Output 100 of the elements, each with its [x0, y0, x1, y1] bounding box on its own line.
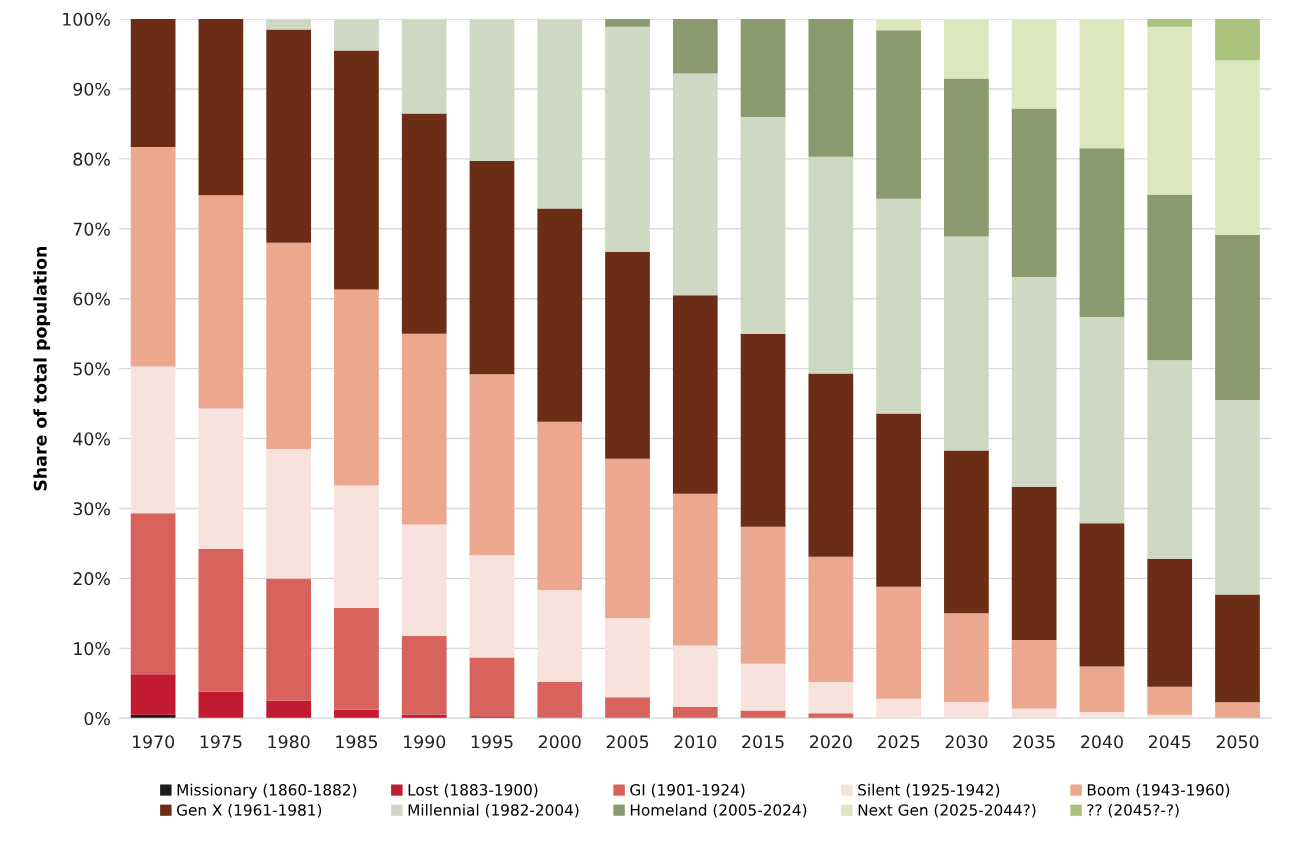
- bar: [401, 19, 447, 114]
- y-tick-label: 90%: [73, 82, 110, 96]
- bar: [401, 635, 447, 715]
- bar: [1079, 148, 1125, 317]
- bar: [605, 618, 650, 698]
- bar: [740, 710, 786, 719]
- bar: [334, 19, 379, 51]
- legend-label: Gen X (1961-1981): [177, 803, 322, 818]
- bar: [198, 691, 244, 719]
- bar: [469, 374, 515, 556]
- legend-label: Lost (1883-1900): [408, 783, 538, 798]
- bar: [334, 50, 379, 290]
- bar: [1215, 19, 1260, 61]
- bar: [1215, 702, 1260, 719]
- bar: [130, 674, 176, 715]
- bar: [130, 146, 176, 367]
- bar: [672, 707, 718, 719]
- x-tick-label: 2045: [1148, 735, 1191, 749]
- bar: [944, 613, 989, 703]
- bar: [130, 19, 176, 147]
- bar: [1079, 666, 1125, 712]
- x-tick-label: 2010: [674, 735, 717, 749]
- bar: [876, 413, 921, 587]
- x-tick-label: 1985: [336, 735, 378, 749]
- bar: [605, 697, 650, 719]
- bar: [808, 713, 854, 719]
- bar: [334, 709, 379, 719]
- bar: [537, 590, 583, 682]
- bar: [537, 19, 583, 209]
- legend-label: Homeland (2005-2024): [630, 803, 807, 818]
- bar: [740, 19, 786, 117]
- bar: [401, 333, 447, 525]
- bar: [944, 78, 989, 237]
- bar: [469, 657, 515, 717]
- bar: [130, 366, 176, 514]
- x-tick-label: 1970: [132, 735, 175, 749]
- bar: [1011, 639, 1057, 709]
- x-tick-label: 2015: [742, 735, 784, 749]
- y-tick-label: 50%: [73, 362, 110, 376]
- legend-label: GI (1901-1924): [630, 783, 745, 798]
- bar: [266, 19, 312, 30]
- bar: [808, 373, 854, 557]
- x-tick-label: 1990: [404, 735, 446, 749]
- bar: [1079, 523, 1125, 667]
- bar: [198, 195, 244, 409]
- bar: [266, 449, 312, 579]
- bar: [198, 408, 244, 550]
- bar: [876, 586, 921, 699]
- bar: [1215, 60, 1260, 236]
- bar: [1215, 594, 1260, 703]
- bar: [469, 716, 515, 719]
- bar: [537, 421, 583, 591]
- bar: [672, 19, 718, 74]
- bar: [876, 198, 921, 414]
- y-tick-label: 100%: [63, 12, 110, 26]
- bar: [198, 19, 244, 196]
- bar: [401, 524, 447, 636]
- x-tick-label: 2030: [945, 735, 988, 749]
- bar: [266, 578, 312, 701]
- bar: [266, 700, 312, 719]
- bar: [944, 450, 989, 614]
- y-tick-label: 10%: [74, 642, 110, 656]
- x-tick-label: 2020: [810, 735, 852, 749]
- bar: [876, 698, 921, 719]
- y-tick-label: 30%: [73, 502, 110, 516]
- bar: [1011, 486, 1057, 640]
- bar: [1011, 708, 1057, 719]
- x-tick-label: 1975: [200, 735, 242, 749]
- bar: [672, 73, 718, 296]
- bar: [1079, 316, 1125, 524]
- bar: [537, 208, 583, 422]
- bar: [401, 113, 447, 334]
- y-axis-title: Share of total population: [33, 246, 51, 491]
- bar: [1147, 686, 1193, 715]
- bar: [672, 493, 718, 646]
- bar: [1215, 400, 1260, 595]
- y-tick-label: 70%: [73, 222, 110, 236]
- legend-label: Millennial (1982-2004): [408, 803, 579, 818]
- bar: [1011, 108, 1057, 278]
- bar: [469, 160, 515, 375]
- bar: [740, 663, 786, 711]
- bar: [1011, 277, 1057, 487]
- x-tick-label: 2035: [1013, 735, 1055, 749]
- bar: [740, 333, 786, 527]
- bar: [605, 251, 650, 459]
- bar: [808, 556, 854, 682]
- bar: [944, 19, 989, 79]
- bar: [808, 19, 854, 157]
- legend-label: ?? (2045?-?): [1087, 803, 1179, 818]
- bar: [1079, 19, 1125, 149]
- x-tick-label: 2000: [538, 735, 581, 749]
- legend-label: Silent (1925-1942): [858, 783, 1000, 798]
- bar: [740, 116, 786, 334]
- y-tick-label: 60%: [73, 292, 110, 306]
- x-tick-label: 1995: [471, 735, 513, 749]
- bar: [605, 26, 650, 252]
- bar: [672, 295, 718, 494]
- y-tick-label: 80%: [73, 152, 110, 166]
- bar: [808, 681, 854, 714]
- bar: [740, 526, 786, 664]
